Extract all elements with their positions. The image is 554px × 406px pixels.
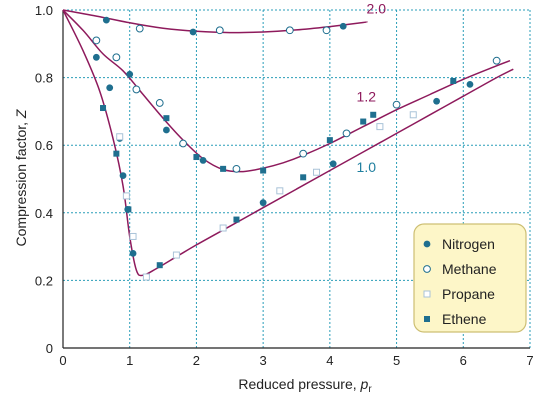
curve-label-1-0: 1.0 [357, 159, 377, 175]
x-tick-label-4: 4 [326, 353, 333, 368]
propane-point [129, 232, 137, 240]
methane-point [342, 129, 351, 138]
ethene-point [300, 174, 307, 181]
methane-point [112, 53, 121, 62]
ethene-point [450, 77, 457, 84]
data-markers [92, 16, 501, 281]
ethene-point [326, 137, 333, 144]
methane-point [135, 24, 144, 33]
tick-labels: 0 1 2 3 4 5 6 7 0 0.2 0.4 0.6 0.8 1.0 [35, 3, 534, 368]
legend-marker-propane [423, 290, 431, 298]
y-tick-label-0.2: 0.2 [35, 273, 53, 288]
ethene-point [360, 118, 367, 125]
x-tick-label-1: 1 [126, 353, 133, 368]
legend-label-propane: Propane [442, 286, 495, 302]
propane-point [409, 111, 417, 119]
ethene-point [233, 216, 240, 223]
ethene-point [125, 206, 132, 213]
nitrogen-point [126, 70, 134, 78]
x-tick-label-2: 2 [193, 353, 200, 368]
nitrogen-point [129, 249, 137, 257]
nitrogen-point [189, 28, 197, 36]
propane-point [122, 192, 130, 200]
curve-1-2 [62, 9, 511, 173]
nitrogen-point [92, 53, 100, 61]
methane-point [155, 99, 164, 107]
ethene-point [163, 115, 170, 122]
y-tick-label-0.8: 0.8 [35, 71, 53, 86]
y-tick-label-0: 0 [46, 341, 53, 356]
nitrogen-point [163, 126, 170, 134]
gridlines [63, 9, 531, 348]
ethene-point [156, 262, 163, 269]
legend-marker-nitrogen [423, 240, 431, 248]
nitrogen-point [106, 84, 114, 92]
nitrogen-point [199, 157, 207, 164]
curve-labels: 2.0 1.2 1.0 [357, 0, 387, 175]
legend-label-ethene: Ethene [442, 311, 487, 327]
legend-marker-methane [423, 265, 431, 273]
y-axis-title: Compression factor, Z [13, 109, 29, 246]
methane-point [492, 56, 501, 65]
legend-marker-ethene [424, 316, 430, 322]
ethene-point [100, 105, 107, 112]
legend-box [413, 223, 527, 333]
axes [62, 10, 530, 349]
curve-label-2-0: 2.0 [367, 0, 387, 16]
curve-label-1-2: 1.2 [357, 88, 377, 104]
nitrogen-point [102, 16, 110, 24]
y-tick-label-1.0: 1.0 [35, 3, 53, 18]
methane-point [299, 149, 308, 158]
methane-point [232, 164, 241, 173]
ethene-point [370, 111, 377, 118]
methane-point [322, 26, 331, 35]
ethene-point [220, 165, 227, 172]
methane-point [215, 26, 224, 35]
y-tick-label-0.6: 0.6 [35, 138, 53, 153]
propane-point [313, 168, 321, 176]
x-axis-title: Reduced pressure, pr [238, 376, 372, 395]
nitrogen-point [466, 80, 474, 88]
x-tick-label-7: 7 [526, 353, 533, 368]
methane-point [285, 26, 294, 35]
methane-point [392, 100, 401, 109]
legend-label-methane: Methane [442, 261, 497, 277]
nitrogen-point [329, 160, 337, 168]
propane-point [376, 123, 384, 131]
nitrogen-point [339, 22, 347, 30]
ethene-point [113, 150, 120, 157]
nitrogen-point [259, 199, 267, 207]
propane-point [276, 187, 284, 195]
nitrogen-point [433, 97, 440, 105]
x-tick-label-6: 6 [460, 353, 467, 368]
methane-point [92, 36, 101, 45]
y-tick-label-0.4: 0.4 [35, 206, 53, 221]
methane-point [179, 139, 187, 148]
x-tick-label-0: 0 [59, 353, 66, 368]
methane-point [132, 85, 141, 94]
propane-point [116, 133, 124, 141]
propane-point [142, 273, 150, 281]
legend: Nitrogen Methane Propane Ethene [413, 223, 527, 333]
ethene-point [193, 154, 200, 161]
propane-point [219, 224, 227, 232]
legend-label-nitrogen: Nitrogen [442, 236, 495, 252]
x-tick-label-5: 5 [393, 353, 400, 368]
ethene-point [260, 167, 267, 174]
nitrogen-point [119, 172, 127, 180]
propane-point [172, 251, 180, 259]
x-tick-label-3: 3 [260, 353, 267, 368]
